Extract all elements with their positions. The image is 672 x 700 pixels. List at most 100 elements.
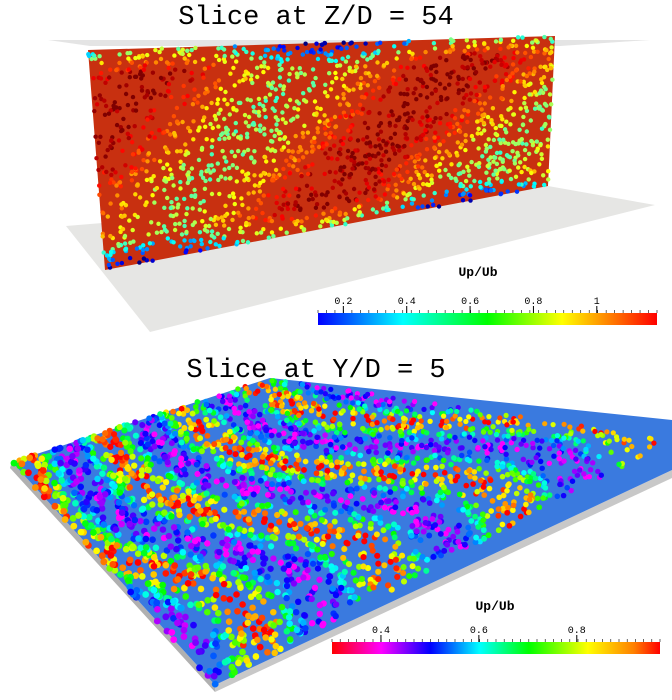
particle <box>124 577 132 584</box>
particle <box>455 153 460 158</box>
particle <box>241 46 246 52</box>
particle <box>58 477 65 484</box>
particle <box>331 502 337 509</box>
particle <box>307 541 314 548</box>
particle <box>121 116 126 122</box>
particle <box>348 136 353 141</box>
particle <box>185 206 190 211</box>
particle <box>176 410 182 417</box>
particle <box>41 461 48 469</box>
particle <box>180 166 186 171</box>
particle <box>433 545 440 552</box>
particle <box>368 73 373 79</box>
particle <box>412 159 417 164</box>
particle <box>534 38 539 43</box>
particle <box>378 129 384 134</box>
particle <box>287 71 292 77</box>
particle <box>457 124 462 130</box>
particle <box>25 469 32 477</box>
particle <box>342 72 348 77</box>
particle <box>178 244 183 249</box>
particle <box>493 39 499 44</box>
particle <box>231 65 236 71</box>
particle <box>346 441 353 448</box>
particle <box>192 639 199 646</box>
particle <box>448 75 453 80</box>
particle <box>172 53 177 58</box>
particle <box>375 560 382 567</box>
particle <box>152 200 157 205</box>
particle <box>77 483 85 491</box>
particle <box>250 215 256 220</box>
particle <box>212 113 218 119</box>
particle <box>511 112 517 117</box>
particle <box>338 152 343 157</box>
particle <box>513 490 520 497</box>
particle <box>327 169 333 175</box>
particle <box>411 181 417 187</box>
particle <box>249 604 256 611</box>
particle <box>568 487 574 494</box>
particle <box>318 224 323 229</box>
particle <box>184 211 189 217</box>
particle <box>267 522 275 529</box>
particle <box>333 58 339 64</box>
particle <box>466 449 473 456</box>
particle <box>104 169 109 175</box>
particle <box>419 553 426 560</box>
particle <box>413 56 419 61</box>
particle <box>140 54 145 59</box>
particle <box>547 51 553 56</box>
particle <box>150 562 158 570</box>
particle <box>314 41 319 46</box>
particle <box>370 508 377 515</box>
particle <box>274 200 279 206</box>
tick-label: 0.8 <box>568 626 586 637</box>
particle <box>482 48 487 53</box>
particle <box>265 65 271 71</box>
particle <box>301 134 306 140</box>
particle <box>249 73 254 78</box>
particle <box>222 97 227 102</box>
particle <box>213 478 220 485</box>
particle <box>236 445 243 452</box>
particle <box>347 172 352 178</box>
particle <box>134 559 142 566</box>
particle <box>137 517 144 525</box>
tick-label: 0.2 <box>334 297 352 308</box>
particle <box>365 57 370 62</box>
particle <box>42 477 50 485</box>
particle <box>307 508 315 515</box>
particle <box>452 477 459 484</box>
particle <box>308 407 315 414</box>
particle <box>389 508 396 515</box>
particle <box>410 555 417 562</box>
particle <box>162 205 167 210</box>
particle <box>392 485 398 492</box>
tick-label: 1 <box>594 297 600 308</box>
particle <box>504 487 510 494</box>
particle <box>264 534 271 542</box>
particle <box>432 138 438 144</box>
particle <box>481 492 488 498</box>
particle <box>340 56 345 61</box>
particle <box>473 502 479 509</box>
particle <box>332 135 337 140</box>
particle <box>313 193 319 198</box>
particle <box>250 491 257 498</box>
particle <box>97 54 102 59</box>
particle <box>129 178 135 183</box>
particle <box>268 396 274 403</box>
particle <box>98 134 103 139</box>
particle <box>500 84 505 89</box>
particle <box>315 477 321 484</box>
particle <box>152 135 157 140</box>
particle <box>608 449 614 455</box>
particle <box>531 428 537 435</box>
particle <box>462 108 467 113</box>
particle <box>298 207 303 213</box>
particle <box>446 433 453 439</box>
particle <box>340 141 346 147</box>
particle <box>236 461 242 468</box>
